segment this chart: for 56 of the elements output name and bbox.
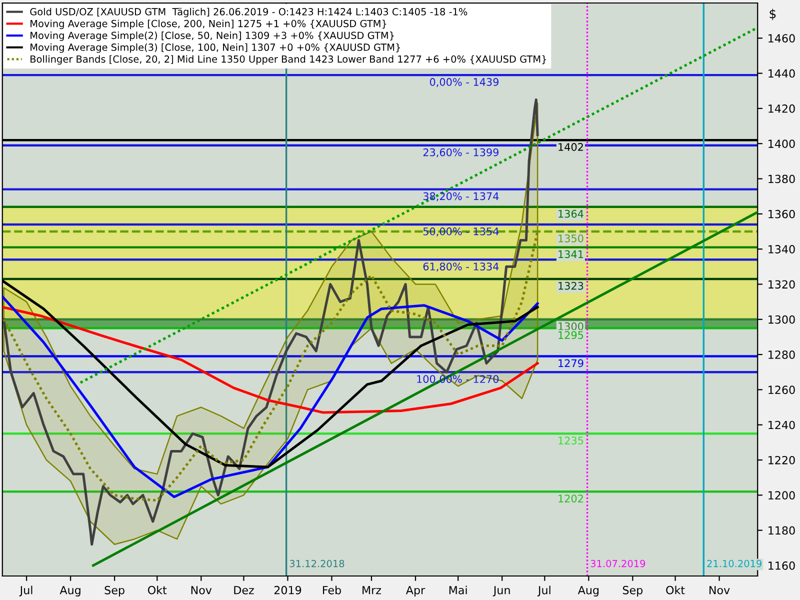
y-tick-label: 1440 bbox=[768, 69, 795, 78]
y-tick-label: 1220 bbox=[768, 456, 795, 464]
legend-label: Moving Average Simple [Close, 200, Nein] 1275 +1 +0% {XAUUSD GTM} bbox=[30, 20, 386, 30]
annotation: 23,60% - 1399 bbox=[423, 148, 499, 158]
x-tick-label: Apr bbox=[406, 586, 426, 596]
line-series bbox=[2, 306, 539, 414]
y-tick-label: 1460 bbox=[768, 34, 795, 43]
y-tick-label: 1180 bbox=[768, 526, 795, 535]
annotation: 61,80% - 1334 bbox=[423, 262, 499, 272]
ref-line-label: 31.12.2018 bbox=[290, 560, 344, 568]
y-tick-label: 1200 bbox=[768, 491, 795, 500]
ref-line-label: 1364 bbox=[558, 210, 584, 218]
ref-line-label: 1350 bbox=[558, 234, 584, 242]
ref-line-label: 21.10.2019 bbox=[707, 560, 762, 568]
x-tick-label: Mrz bbox=[362, 586, 381, 594]
legend-label: Gold USD/OZ [XAUUSD GTM Täglich] 26.06.2019 - O:1423 H:1424 L:1403 C:1405 -18 -1% bbox=[30, 8, 468, 18]
x-tick-label: Aug bbox=[60, 586, 80, 596]
y-tick-label: 1280 bbox=[768, 350, 795, 359]
x-tick-label: Okt bbox=[148, 586, 167, 594]
ref-line-label: 1402 bbox=[558, 143, 583, 151]
y-tick-label: 1420 bbox=[768, 104, 795, 113]
ref-line-label: 1202 bbox=[558, 494, 583, 502]
y-tick-label: 1360 bbox=[768, 210, 795, 218]
x-tick-label: Dez bbox=[234, 586, 254, 594]
ref-line-label: 1295 bbox=[558, 331, 584, 340]
legend-label: Moving Average Simple(3) [Close, 100, Nein] 1307 +0 +0% {XAUUSD GTM} bbox=[30, 43, 400, 53]
x-tick-label: Jul bbox=[19, 586, 32, 596]
y-tick-label: 1340 bbox=[768, 245, 795, 254]
y-axis-title: $ bbox=[770, 8, 776, 20]
x-tick-label: Nov bbox=[710, 586, 730, 594]
y-tick-label: 1300 bbox=[768, 315, 795, 324]
x-tick-label: 2019 bbox=[274, 586, 302, 594]
x-tick-label: Sep bbox=[622, 586, 643, 596]
ref-line-label: 31.07.2019 bbox=[590, 560, 646, 568]
y-tick-label: 1320 bbox=[768, 280, 795, 289]
x-tick-label: Mai bbox=[449, 586, 467, 594]
x-tick-label: Sep bbox=[104, 586, 124, 596]
x-tick-label: Okt bbox=[666, 586, 685, 594]
y-tick-label: 1260 bbox=[768, 386, 795, 394]
ref-line-label: 1341 bbox=[558, 250, 584, 258]
ref-line-label: 1323 bbox=[558, 282, 584, 290]
ref-line-label: 1279 bbox=[558, 359, 584, 368]
annotation: 0,00% - 1439 bbox=[430, 78, 499, 87]
y-tick-label: 1240 bbox=[768, 420, 795, 430]
ref-line-label: 1235 bbox=[558, 436, 584, 444]
ref-line-label: 1300 bbox=[558, 322, 584, 330]
legend-label: Moving Average Simple(2) [Close, 50, Nein] 1309 +3 +0% {XAUUSD GTM} bbox=[30, 32, 394, 41]
x-tick-label: Aug bbox=[578, 586, 599, 596]
x-tick-label: Jun bbox=[492, 586, 510, 596]
x-tick-label: Nov bbox=[191, 586, 212, 594]
y-tick-label: 1400 bbox=[768, 140, 795, 148]
x-tick-label: Feb bbox=[322, 586, 341, 594]
y-tick-label: 1160 bbox=[768, 561, 795, 570]
x-tick-label: Jul bbox=[537, 586, 550, 596]
y-tick-label: 1380 bbox=[768, 174, 795, 184]
legend-label: Bollinger Bands [Close, 20, 2] Mid Line 1350 Upper Band 1423 Lower Band 1277 +6 +0% {XAUUSD GTM} bbox=[30, 55, 546, 65]
